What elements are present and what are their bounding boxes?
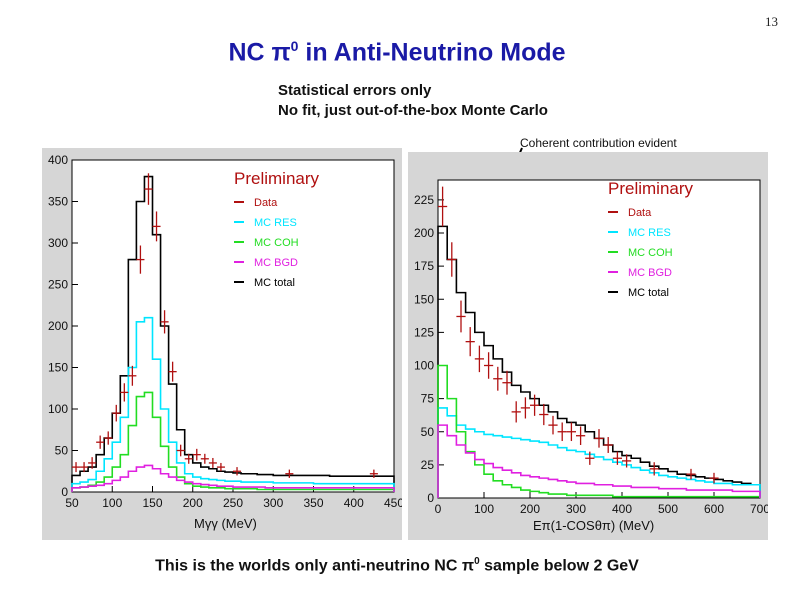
chart1-x-tick-label-0: 0 bbox=[435, 502, 442, 516]
chart0-legend-label-res: MC RES bbox=[254, 217, 297, 229]
chart0-plot-area bbox=[71, 159, 395, 493]
chart1-series-bgd bbox=[437, 424, 761, 498]
chart0-series-bgd bbox=[71, 464, 395, 492]
chart0-y-tick-label-4: 200 bbox=[48, 319, 68, 333]
chart1-y-tick-label-7: 175 bbox=[414, 259, 434, 273]
chart0-y-tick-label-3: 150 bbox=[48, 361, 68, 375]
annotation-text: Coherent contribution evident bbox=[520, 136, 677, 150]
chart0-x-tick-label-6: 350 bbox=[303, 496, 323, 510]
left-x-axis-label-text: Mγγ (MeV) bbox=[194, 516, 257, 531]
chart1-y-tick-label-2: 50 bbox=[421, 425, 435, 439]
left-x-axis-label: Mγγ (MeV) bbox=[194, 516, 257, 531]
chart0-x-tick-label-4: 250 bbox=[223, 496, 243, 510]
chart0-y-tick-label-8: 400 bbox=[48, 153, 68, 167]
chart1-x-tick-label-4: 400 bbox=[612, 502, 632, 516]
chart0-legend-label-total: MC total bbox=[254, 277, 295, 289]
right-histogram-chart: 0 25 50 75 100 125 150 175 200 225 0 100 200 300 400 50… bbox=[414, 179, 768, 516]
chart0-x-tick-label-2: 150 bbox=[142, 496, 162, 510]
chart0-legend-label-data: Data bbox=[254, 197, 278, 209]
chart1-series-res bbox=[437, 407, 761, 498]
chart0-x-tick-label-3: 200 bbox=[183, 496, 203, 510]
chart1-x-tick-label-7: 700 bbox=[750, 502, 768, 516]
chart0-y-tick-label-5: 250 bbox=[48, 278, 68, 292]
chart1-x-tick-label-1: 100 bbox=[474, 502, 494, 516]
chart0-legend-title: Preliminary bbox=[234, 169, 320, 188]
chart1-legend-label-res: MC RES bbox=[628, 227, 671, 239]
chart0-legend-label-coh: MC COH bbox=[254, 237, 299, 249]
chart1-x-tick-label-6: 600 bbox=[704, 502, 724, 516]
chart0-series-res bbox=[71, 316, 395, 492]
chart0-x-tick-label-8: 450 bbox=[384, 496, 402, 510]
chart0-y-tick-label-0: 0 bbox=[61, 485, 68, 499]
chart1-legend-label-data: Data bbox=[628, 207, 652, 219]
subtitle-line-2: No fit, just out-of-the-box Monte Carlo bbox=[278, 102, 548, 119]
chart0-series-coh bbox=[71, 391, 395, 492]
chart1-legend-title: Preliminary bbox=[608, 179, 694, 198]
subtitle-line-1: Statistical errors only bbox=[278, 82, 432, 99]
chart1-y-tick-label-5: 125 bbox=[414, 325, 434, 339]
chart0-y-tick-label-2: 100 bbox=[48, 402, 68, 416]
footer-superscript: 0 bbox=[474, 556, 480, 567]
title-suffix: in Anti-Neutrino Mode bbox=[298, 38, 566, 67]
chart0-x-tick-label-1: 100 bbox=[102, 496, 122, 510]
title-superscript: 0 bbox=[290, 38, 299, 54]
chart1-y-tick-label-9: 225 bbox=[414, 193, 434, 207]
chart0-x-tick-label-5: 300 bbox=[263, 496, 283, 510]
chart0-y-tick-label-6: 300 bbox=[48, 236, 68, 250]
slide-title: NC π0 in Anti-Neutrino Mode bbox=[0, 38, 794, 67]
chart0-y-tick-label-7: 350 bbox=[48, 195, 68, 209]
title-prefix: NC bbox=[228, 38, 272, 67]
chart1-legend-label-total: MC total bbox=[628, 287, 669, 299]
chart1-x-tick-label-2: 200 bbox=[520, 502, 540, 516]
chart1-plot-area bbox=[437, 179, 761, 499]
chart0-y-tick-label-1: 50 bbox=[55, 444, 69, 458]
chart1-x-tick-label-3: 300 bbox=[566, 502, 586, 516]
footer-statement: This is the worlds only anti-neutrino NC… bbox=[0, 556, 794, 575]
chart1-y-tick-label-3: 75 bbox=[421, 392, 435, 406]
chart1-x-tick-label-5: 500 bbox=[658, 502, 678, 516]
chart0-x-tick-label-0: 50 bbox=[65, 496, 79, 510]
chart1-y-tick-label-8: 200 bbox=[414, 226, 434, 240]
footer-prefix: This is the worlds only anti-neutrino NC bbox=[155, 557, 462, 575]
right-x-axis-label-text: Eπ(1-COSθπ) (MeV) bbox=[533, 518, 655, 533]
chart1-y-tick-label-0: 0 bbox=[427, 491, 434, 505]
chart0-x-tick-label-7: 400 bbox=[344, 496, 364, 510]
chart0-legend-label-bgd: MC BGD bbox=[254, 257, 298, 269]
chart1-y-tick-label-6: 150 bbox=[414, 292, 434, 306]
footer-pi-symbol: π bbox=[461, 557, 475, 575]
footer-suffix: sample below 2 GeV bbox=[479, 557, 639, 575]
chart1-y-tick-label-4: 100 bbox=[414, 359, 434, 373]
chart1-legend-label-bgd: MC BGD bbox=[628, 267, 672, 279]
slide-number: 13 bbox=[765, 14, 778, 29]
chart1-legend-label-coh: MC COH bbox=[628, 247, 673, 259]
title-pi-symbol: π bbox=[271, 38, 291, 67]
right-x-axis-label: Eπ(1-COSθπ) (MeV) bbox=[533, 518, 654, 533]
chart1-y-tick-label-1: 25 bbox=[421, 458, 435, 472]
